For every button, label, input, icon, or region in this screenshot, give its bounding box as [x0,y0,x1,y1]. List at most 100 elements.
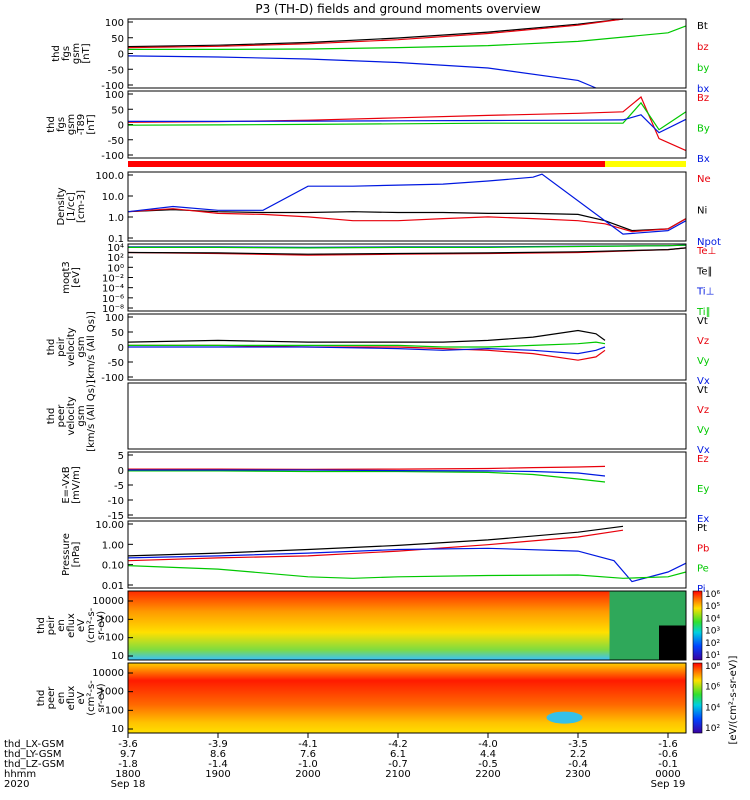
x-tick-label: 2300 [565,769,590,780]
colorbar-tick-label: 10⁴ [705,614,720,624]
legend-label: Pt [697,523,707,534]
x-tick-label: 2000 [295,769,320,780]
x-tick-label: 1800 [115,769,140,780]
x-axis-row-label: hhmm [4,769,36,780]
y-axis-label-line: peer [56,404,67,428]
y-axis-label-line: peer [46,686,57,710]
series-ni-line [127,209,687,232]
y-tick-label: 100 [105,90,124,101]
panel-1: 100 50 0 -50 -100 Bt bz by bx thd fgs gsm [nT] [51,18,709,95]
legend-label: Ti⊥ [696,287,714,298]
y-axis-label-line: Pressure [61,533,72,576]
y-axis-label-line: eflux [66,686,77,711]
panel-frame [127,18,687,89]
legend-label: Pb [697,543,709,554]
y-tick-label: 0 [118,50,124,61]
y-tick-label: -5 [114,481,124,492]
panel-frame [127,90,687,159]
y-tick-label: 50 [111,105,124,116]
panel-10: 10⁸ 10⁶ 10⁴ 10² 10000 1000 100 10 thd peer en eflux… [36,662,720,735]
panel-8: 10.00 1.00 0.10 0.01 Pt Pb Pe Pi Pressure [nPa] [61,520,709,595]
series-npot-line [127,173,687,235]
y-axis-label-line: [km/s (All Qs)] [86,311,97,383]
series-ne-line [127,208,687,233]
y-tick-label: -100 [101,373,124,384]
series-bz-line [127,18,624,49]
y-axis-label: Density [1/cc] [cm-3] [56,187,87,225]
y-axis-label: thd fgs gsm [nT] [51,43,92,64]
legend-label: Bz [697,93,709,104]
x-axis-row-label: thd_LX-GSM [4,739,64,750]
y-tick-label: 10⁰ [107,263,124,274]
y-axis-label-line: thd [36,690,47,707]
legend-label: Vz [697,405,709,416]
y-tick-label: 10⁻² [102,274,124,285]
legend-label: Ne [697,174,711,185]
legend-label: Npot [697,237,721,248]
y-axis-label-line: velocity [66,327,77,366]
y-tick-label: -100 [101,81,124,92]
y-axis-label-line: fgs [56,117,67,132]
legend-label: Te∥ [696,266,713,277]
panel-frame [127,243,687,312]
y-axis-label: thd fgs gsm -T89 [nT] [46,114,97,136]
legend-label: Vx [697,445,710,456]
legend-label: by [697,63,709,74]
y-axis-label-line: peir [56,336,67,356]
y-tick-label: 100 [105,705,124,716]
y-axis-label-line: thd [46,339,57,356]
y-axis-label-line: eV [76,619,87,632]
y-tick-label: 0 [118,343,124,354]
x-tick-label: -4.0 [478,739,498,750]
y-axis-label-line: [1/cc] [66,192,77,221]
legend-label: Pi [697,584,706,595]
y-axis-label-line: [nPa] [71,541,82,567]
legend-label: Vz [697,336,709,347]
y-tick-label: 5 [118,451,124,462]
panel-frame [127,520,687,589]
colorbar-tick-label: 10⁵ [705,602,720,612]
series-bx-line [127,55,597,89]
x-tick-label: -0.4 [568,759,588,770]
x-tick-label: 4.4 [480,749,496,760]
x-tick-label: 8.6 [210,749,226,760]
y-axis-label-line: peir [46,615,57,635]
legend-label: Vx [697,376,710,387]
colorbar-tick-label: 10⁸ [705,662,720,672]
y-tick-label: 10⁴ [107,243,124,254]
series-by-line [128,25,687,51]
panel-2: 100 50 0 -50 -100 Bz By Bx thd fgs gsm -T89 [nT] [46,90,710,165]
y-tick-label: 0.01 [102,581,124,592]
legend-label: Ex [697,514,709,525]
y-axis-label: thd peer en eflux eV (cm²-s-sr-eV) [36,680,107,716]
y-axis-label: moqt3 [eV] [61,261,82,294]
spectrogram [128,591,686,660]
y-tick-label: 1.00 [102,540,124,551]
y-axis-label-line: -T89 [76,114,87,136]
x-tick-label: -3.9 [208,739,228,750]
x-tick-label: -1.8 [118,759,138,770]
y-tick-label: 10.00 [95,520,124,531]
status-bar-yellow-segment [605,161,686,167]
y-axis-label-line: velocity [66,396,77,435]
colorbar-unit-text: [eV/(cm²-s-sr-eV)] [728,655,739,744]
y-axis-label-line: thd [46,408,57,425]
y-tick-label: 10000 [92,596,124,607]
y-axis-label-line: eflux [66,613,77,638]
y-tick-label: -50 [108,358,124,369]
y-axis-label-line: sr-eV) [96,611,107,640]
y-axis-label-line: sr-eV) [96,683,107,712]
series-pb-line [127,529,624,562]
legend-label: Ti∥ [696,307,711,318]
colorbar [692,590,703,661]
y-tick-label: 1000 [99,687,124,698]
colorbar-tick-label: 10⁶ [705,683,720,693]
colorbar-tick-label: 10³ [705,627,720,637]
y-axis-label-line: gsm [66,114,77,135]
colorbar-unit-label: [eV/(cm²-s-sr-eV)] [728,655,739,744]
legend-label: Pe [697,564,709,575]
y-tick-label: 0.10 [102,561,124,572]
status-bar-red-segment [128,161,605,167]
